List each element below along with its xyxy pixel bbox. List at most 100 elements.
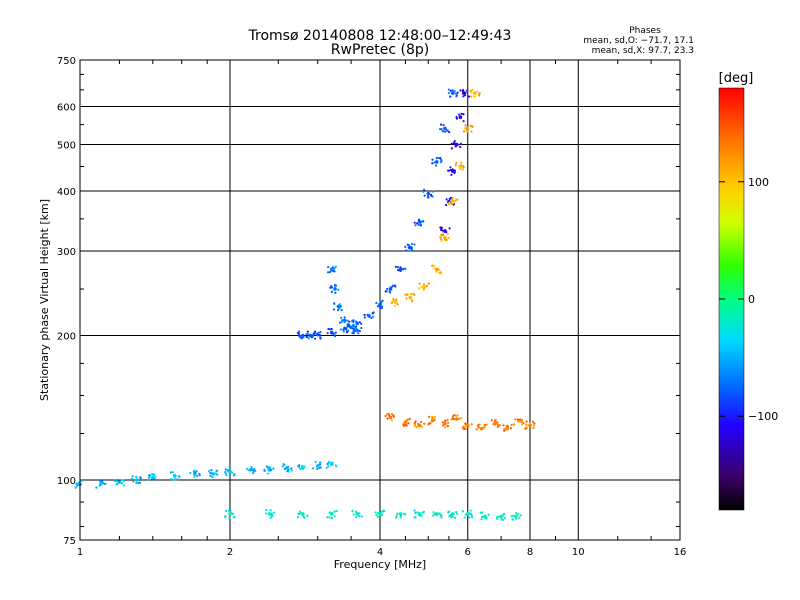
echo-sample — [445, 198, 448, 201]
echo-sample — [394, 265, 397, 268]
echo-sample — [301, 464, 304, 467]
echo-sample — [480, 518, 483, 521]
echo-sample — [290, 467, 293, 470]
echo-sample — [465, 424, 469, 427]
echo-sample — [469, 124, 472, 127]
echo-sample — [511, 518, 514, 521]
echo-sample — [427, 415, 431, 418]
echo-sample — [146, 478, 149, 482]
echo-sample — [328, 511, 331, 514]
echo-sample — [512, 514, 515, 517]
echo-sample — [132, 480, 135, 483]
echo-sample — [503, 516, 506, 519]
echo-sample — [173, 478, 176, 481]
echo-sample — [529, 422, 532, 425]
echo-sample — [510, 423, 513, 426]
echo-sample — [455, 510, 458, 514]
echo-sample — [437, 268, 440, 271]
echo-sample — [269, 509, 272, 512]
echo-sample — [483, 423, 487, 427]
data-point — [336, 304, 341, 309]
echo-sample — [264, 512, 267, 515]
y-tick-label: 750 — [57, 56, 76, 67]
echo-sample — [413, 422, 416, 426]
echo-sample — [335, 509, 338, 513]
echo-sample — [402, 267, 405, 271]
data-point — [443, 126, 447, 131]
echo-sample — [333, 267, 336, 270]
echo-sample — [189, 471, 192, 474]
echo-sample — [354, 510, 358, 513]
echo-sample — [414, 224, 417, 227]
echo-sample — [410, 293, 413, 296]
echo-sample — [229, 509, 232, 512]
x-tick-label: 1 — [77, 547, 83, 558]
echo-sample — [363, 316, 366, 319]
echo-sample — [198, 472, 201, 476]
echo-sample — [390, 413, 394, 416]
echo-sample — [405, 424, 408, 427]
echo-sample — [441, 421, 444, 424]
echo-sample — [451, 202, 454, 205]
echo-sample — [445, 203, 448, 207]
echo-sample — [440, 516, 443, 519]
echo-sample — [461, 90, 464, 93]
echo-sample — [532, 424, 535, 427]
echo-sample — [345, 327, 348, 330]
echo-sample — [368, 315, 371, 318]
echo-sample — [345, 331, 348, 334]
echo-sample — [414, 511, 417, 514]
y-tick-label: 100 — [57, 476, 76, 487]
echo-sample — [334, 285, 337, 288]
data-point — [443, 235, 447, 240]
echo-sample — [297, 512, 300, 515]
echo-sample — [76, 484, 79, 487]
echo-sample — [176, 478, 179, 481]
echo-sample — [446, 232, 449, 236]
echo-sample — [419, 425, 422, 428]
echo-sample — [431, 162, 434, 165]
echo-sample — [131, 475, 134, 478]
echo-sample — [297, 332, 301, 335]
echo-sample — [283, 463, 286, 466]
echo-sample — [410, 246, 413, 249]
echo-sample — [469, 509, 472, 512]
echo-sample — [270, 512, 274, 515]
echo-sample — [153, 477, 157, 481]
x-tick-label: 2 — [227, 547, 233, 558]
echo-sample — [449, 166, 452, 169]
echo-sample — [331, 461, 334, 464]
echo-sample — [453, 171, 456, 174]
data-point — [349, 325, 353, 330]
echo-sample — [376, 305, 380, 308]
echo-sample — [413, 424, 416, 427]
echo-sample — [347, 323, 350, 326]
echo-sample — [404, 293, 407, 296]
echo-sample — [135, 475, 138, 479]
echo-sample — [329, 461, 332, 465]
echo-sample — [427, 282, 430, 285]
echo-sample — [253, 468, 256, 471]
echo-sample — [478, 423, 481, 426]
echo-sample — [451, 198, 454, 201]
echo-sample — [454, 199, 457, 202]
echo-sample — [225, 474, 228, 477]
echo-sample — [395, 298, 398, 301]
echo-sample — [343, 316, 346, 319]
echo-sample — [326, 271, 330, 274]
echo-sample — [422, 288, 425, 291]
echo-sample — [340, 321, 343, 324]
echo-sample — [407, 422, 410, 425]
echo-sample — [431, 190, 435, 193]
echo-sample — [420, 286, 424, 289]
echo-sample — [224, 468, 227, 471]
echo-sample — [438, 128, 442, 131]
echo-sample — [446, 129, 449, 132]
echo-sample — [423, 422, 426, 425]
echo-sample — [506, 424, 509, 427]
echo-sample — [395, 514, 398, 517]
echo-sample — [422, 188, 426, 191]
echo-sample — [209, 474, 212, 477]
echo-sample — [399, 269, 402, 273]
echo-sample — [418, 514, 421, 517]
